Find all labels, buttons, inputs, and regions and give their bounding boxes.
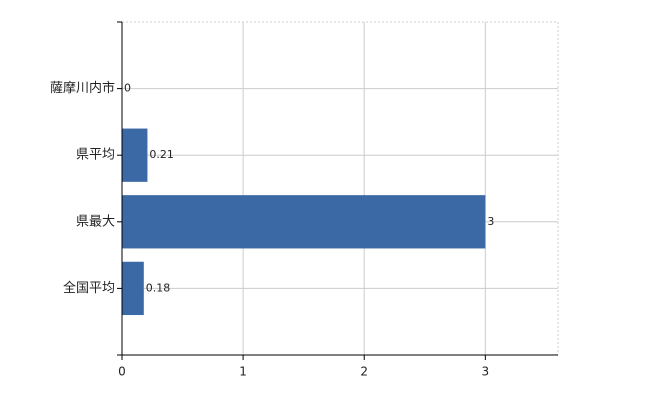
x-tick-label: 3: [482, 365, 490, 379]
x-tick-label: 2: [360, 365, 368, 379]
value-label: 0: [124, 82, 131, 95]
value-label: 3: [487, 215, 494, 228]
value-label: 0.21: [149, 148, 174, 161]
bar: [122, 195, 486, 249]
x-tick-label: 0: [118, 365, 126, 379]
x-tick-label: 1: [239, 365, 247, 379]
value-label: 0.18: [146, 281, 171, 294]
y-tick-label: 薩摩川内市: [50, 80, 115, 96]
y-tick-label: 県最大: [76, 214, 115, 229]
bar: [122, 128, 148, 182]
y-tick-label: 全国平均: [63, 280, 115, 296]
bar: [122, 261, 144, 316]
y-tick-label: 県平均: [76, 148, 115, 163]
